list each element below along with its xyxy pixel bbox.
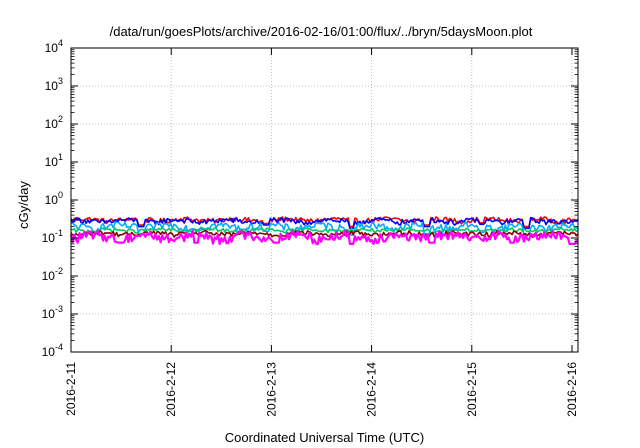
y-tick-label: 102 <box>45 114 63 131</box>
y-tick-labels: 104 103 102 101 100 10-1 10-2 10-3 10-4 <box>42 38 63 359</box>
y-tick-label: 101 <box>45 152 63 169</box>
y-tick-label: 10-4 <box>42 342 63 359</box>
y-axis-title: cGy/day <box>16 181 31 229</box>
x-tick-label: 2016-2-15 <box>465 362 479 417</box>
y-tick-label: 103 <box>45 76 63 93</box>
y-tick-label: 10-3 <box>42 304 63 321</box>
x-tick-label: 2016-2-12 <box>164 362 178 417</box>
x-tick-label: 2016-2-11 <box>64 362 78 416</box>
y-tick-label: 104 <box>45 38 63 55</box>
y-tick-label: 100 <box>45 190 63 207</box>
series-layer <box>69 216 579 246</box>
x-axis-title: Coordinated Universal Time (UTC) <box>225 430 424 445</box>
x-tick-label: 2016-2-13 <box>264 362 278 417</box>
x-tick-label: 2016-2-16 <box>565 362 579 417</box>
x-tick-labels: 2016-2-11 2016-2-12 2016-2-13 2016-2-14 2016… <box>64 362 579 417</box>
x-tick-label: 2016-2-14 <box>365 362 379 417</box>
chart-title: /data/run/goesPlots/archive/2016-02-16/0… <box>110 24 533 39</box>
series-line <box>70 227 579 234</box>
y-tick-label: 10-2 <box>42 266 63 283</box>
grid <box>71 48 578 352</box>
y-tick-label: 10-1 <box>42 228 63 245</box>
axis-ticks <box>70 47 578 353</box>
series-line <box>69 229 579 246</box>
